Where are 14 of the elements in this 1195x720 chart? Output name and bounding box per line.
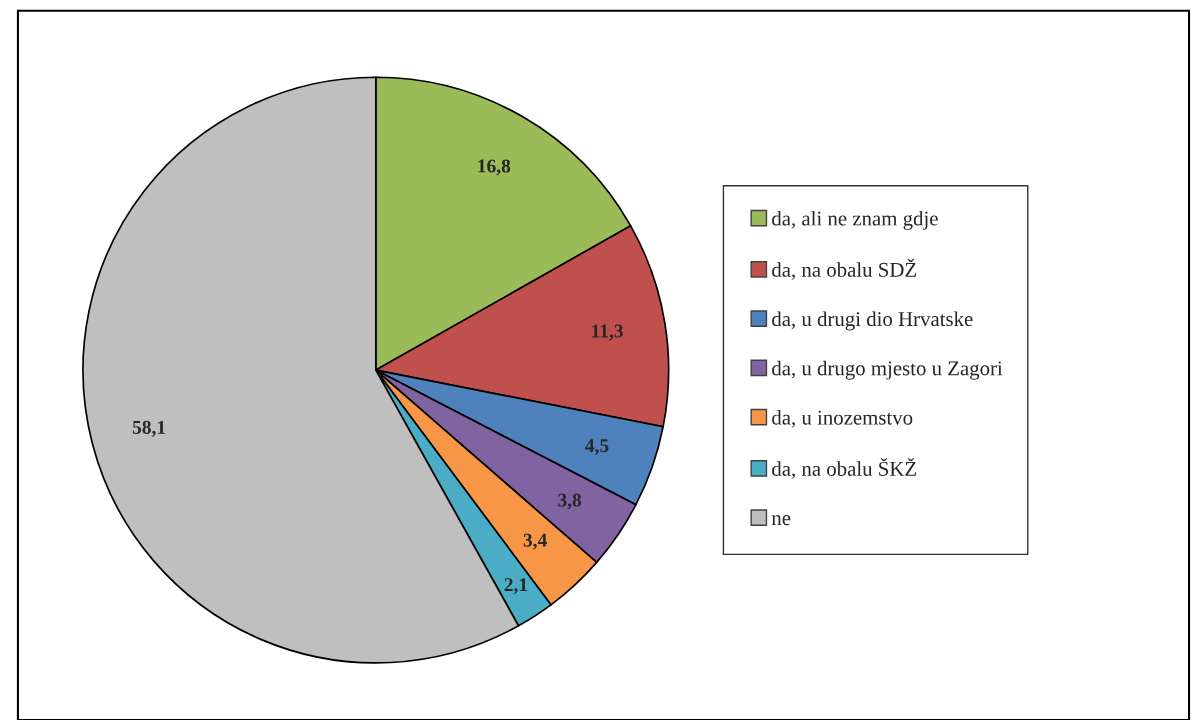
legend-label: da, ali ne znam gdje	[772, 210, 938, 230]
data-label: 16,8	[478, 159, 511, 176]
legend-label: da, u drugo mjesto u Zagori	[772, 360, 1003, 380]
data-label: 11,3	[592, 324, 623, 341]
legend-label: ne	[771, 515, 791, 526]
data-label: 4,5	[585, 439, 609, 456]
data-label: 2,1	[504, 578, 528, 595]
legend-label: da, u drugi dio Hrvatske	[772, 311, 973, 331]
legend-label: da, na obalu ŠKŽ	[772, 457, 916, 479]
data-label: 58,1	[132, 420, 166, 437]
data-label: 3,4	[523, 533, 547, 550]
legend-label: da, u inozemstvo	[772, 410, 913, 428]
data-label: 3,8	[558, 493, 582, 510]
legend-label: da, na obalu SDŽ	[772, 258, 916, 280]
